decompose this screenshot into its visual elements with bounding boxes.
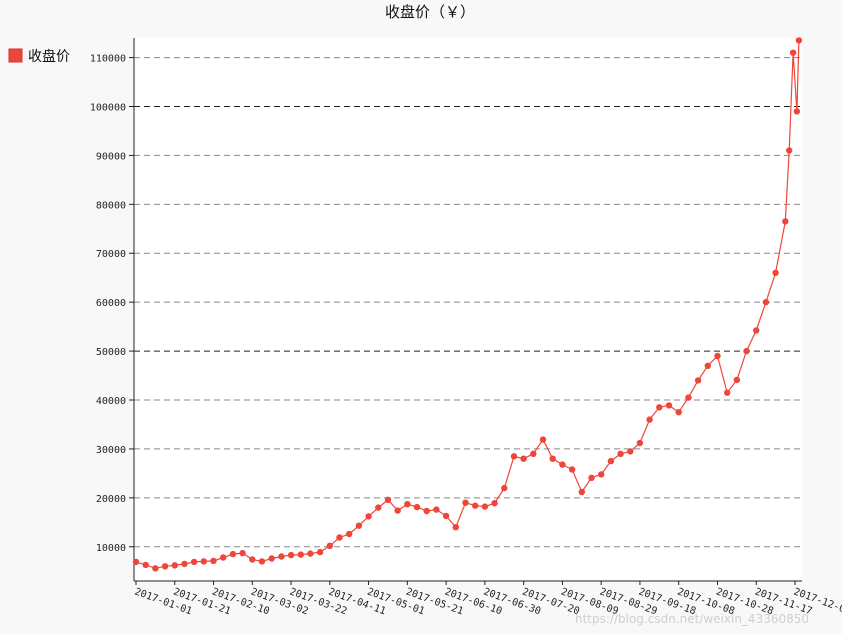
data-point[interactable] (743, 347, 750, 355)
data-point[interactable] (316, 548, 324, 556)
y-tick-label: 40000 (96, 396, 126, 407)
data-point[interactable] (665, 402, 673, 409)
data-point[interactable] (171, 562, 178, 569)
data-point[interactable] (617, 450, 624, 457)
data-point[interactable] (491, 500, 498, 507)
y-tick-label: 30000 (96, 445, 126, 456)
y-tick-label: 90000 (96, 151, 126, 162)
data-point[interactable] (539, 436, 547, 443)
y-tick-label: 50000 (96, 347, 126, 358)
data-point[interactable] (753, 327, 760, 334)
data-point[interactable] (789, 49, 797, 56)
data-point[interactable] (646, 416, 653, 423)
data-point[interactable] (394, 507, 401, 514)
data-point[interactable] (733, 376, 741, 384)
chart-title: 收盘价（￥） (385, 3, 475, 21)
data-point[interactable] (433, 506, 440, 513)
y-tick-label: 20000 (96, 494, 126, 505)
data-point[interactable] (229, 550, 237, 558)
data-point[interactable] (685, 394, 692, 401)
plot-area (134, 38, 802, 581)
data-point[interactable] (268, 555, 275, 562)
data-point[interactable] (346, 530, 353, 538)
y-tick-label: 10000 (96, 543, 126, 554)
data-point[interactable] (530, 450, 537, 457)
data-point[interactable] (704, 362, 711, 369)
data-point[interactable] (278, 553, 285, 560)
data-point[interactable] (481, 503, 489, 510)
data-point[interactable] (413, 503, 421, 511)
data-point[interactable] (365, 513, 372, 520)
data-point[interactable] (636, 439, 644, 447)
data-point[interactable] (656, 404, 663, 411)
data-point[interactable] (258, 558, 266, 565)
data-point[interactable] (782, 218, 789, 225)
y-tick-label: 110000 (90, 54, 126, 65)
series-closing-price (132, 37, 803, 572)
data-point[interactable] (675, 409, 682, 416)
data-point[interactable] (627, 448, 634, 455)
data-point[interactable] (239, 549, 246, 557)
y-tick-label: 100000 (90, 102, 126, 113)
data-point[interactable] (795, 37, 803, 44)
data-point[interactable] (384, 496, 392, 503)
data-point[interactable] (559, 461, 566, 468)
data-point[interactable] (200, 558, 207, 565)
watermark: https://blog.csdn.net/weixin_43360850 (575, 612, 809, 626)
data-point[interactable] (404, 501, 411, 508)
data-point[interactable] (772, 269, 779, 276)
data-point[interactable] (190, 558, 198, 566)
data-point[interactable] (793, 108, 801, 115)
y-tick-label: 80000 (96, 200, 126, 211)
data-point[interactable] (152, 565, 159, 572)
data-point[interactable] (142, 561, 149, 569)
data-point[interactable] (472, 502, 479, 509)
legend-swatch (8, 48, 23, 63)
data-point[interactable] (423, 507, 430, 515)
data-point[interactable] (336, 534, 343, 541)
data-point[interactable] (588, 474, 595, 481)
data-point[interactable] (501, 484, 508, 492)
data-point[interactable] (462, 499, 469, 506)
y-tick-labels: 10000 20000 30000 40000 50000 60000 70000 80000… (90, 54, 126, 554)
grid-lines (129, 57, 802, 548)
data-point[interactable] (161, 563, 169, 570)
data-point[interactable] (568, 466, 576, 473)
data-point[interactable] (510, 453, 518, 460)
data-point[interactable] (714, 352, 721, 360)
data-point[interactable] (578, 488, 585, 496)
data-point[interactable] (375, 504, 382, 511)
data-point[interactable] (452, 524, 459, 531)
data-point[interactable] (786, 147, 793, 154)
data-point[interactable] (762, 299, 770, 306)
data-point[interactable] (132, 558, 140, 566)
data-point[interactable] (694, 377, 702, 384)
y-tick-label: 70000 (96, 249, 126, 260)
data-point[interactable] (724, 389, 731, 396)
axes (133, 38, 802, 582)
legend[interactable]: 收盘价 (8, 48, 70, 65)
data-point[interactable] (220, 554, 227, 561)
legend-label: 收盘价 (28, 48, 70, 65)
data-point[interactable] (520, 455, 527, 462)
data-point[interactable] (307, 550, 314, 557)
data-point[interactable] (355, 522, 363, 529)
y-tick-label: 60000 (96, 298, 126, 309)
data-point[interactable] (210, 557, 217, 565)
data-point[interactable] (297, 551, 304, 558)
data-point[interactable] (181, 560, 188, 568)
data-point[interactable] (326, 542, 333, 549)
data-point[interactable] (249, 556, 256, 563)
data-point[interactable] (287, 551, 295, 559)
data-point[interactable] (607, 457, 615, 465)
data-point[interactable] (598, 471, 605, 478)
data-point[interactable] (442, 512, 450, 520)
data-point[interactable] (549, 455, 556, 462)
